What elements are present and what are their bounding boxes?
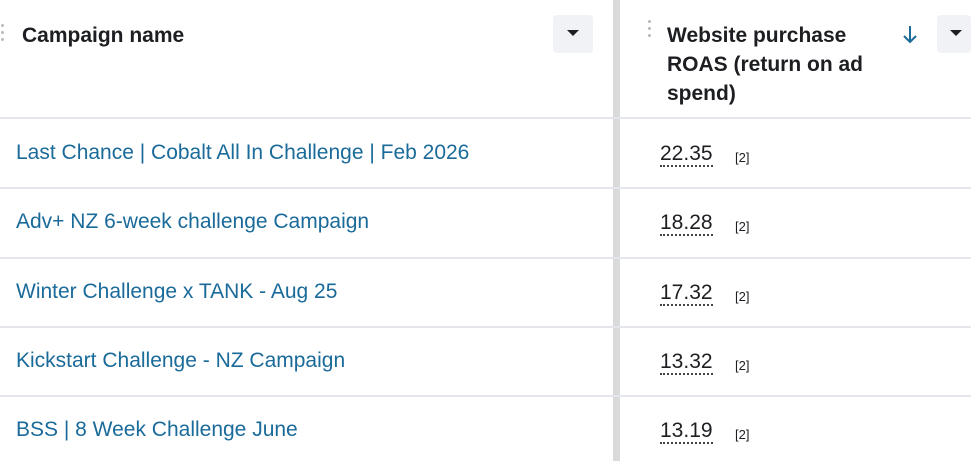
dropdown-icon bbox=[950, 30, 962, 36]
footnote: [2] bbox=[735, 427, 750, 443]
drag-handle bbox=[648, 34, 651, 37]
roas-value[interactable]: 13.19 bbox=[660, 419, 713, 445]
column-menu-button[interactable] bbox=[937, 15, 971, 53]
column-header[interactable]: Website purchase ROAS (return on ad spen… bbox=[667, 24, 864, 105]
row-border bbox=[0, 187, 971, 190]
dropdown-icon bbox=[567, 30, 579, 36]
roas-value[interactable]: 17.32 bbox=[660, 280, 713, 306]
drag-handle bbox=[1, 31, 4, 34]
row-border bbox=[0, 325, 971, 328]
row-border bbox=[0, 117, 971, 119]
roas-value[interactable]: 22.35 bbox=[660, 142, 713, 167]
footnote: [2] bbox=[735, 357, 750, 373]
drag-handle bbox=[1, 24, 4, 27]
footnote: [2] bbox=[735, 288, 750, 304]
campaign-link[interactable]: Adv+ NZ 6-week challenge Campaign bbox=[16, 210, 370, 234]
footnote: [2] bbox=[735, 219, 750, 235]
campaign-link[interactable]: Winter Challenge x TANK - Aug 25 bbox=[16, 279, 338, 303]
drag-handle bbox=[648, 20, 651, 23]
column-menu-button[interactable] bbox=[553, 15, 593, 53]
row-border bbox=[0, 395, 971, 398]
drag-handle bbox=[1, 38, 4, 41]
campaign-link[interactable]: BSS | 8 Week Challenge June bbox=[16, 418, 298, 442]
footnote: [2] bbox=[735, 150, 750, 165]
roas-value[interactable]: 18.28 bbox=[660, 211, 713, 237]
roas-value[interactable]: 13.32 bbox=[660, 349, 713, 375]
campaign-link[interactable]: Last Chance | Cobalt All In Challenge | … bbox=[16, 141, 470, 164]
row-border bbox=[0, 256, 971, 259]
sort-icon[interactable] bbox=[900, 22, 920, 48]
column-header[interactable]: Campaign name bbox=[22, 24, 185, 47]
campaign-link[interactable]: Kickstart Challenge - NZ Campaign bbox=[16, 348, 346, 372]
drag-handle bbox=[648, 27, 651, 30]
column-divider bbox=[613, 0, 620, 461]
